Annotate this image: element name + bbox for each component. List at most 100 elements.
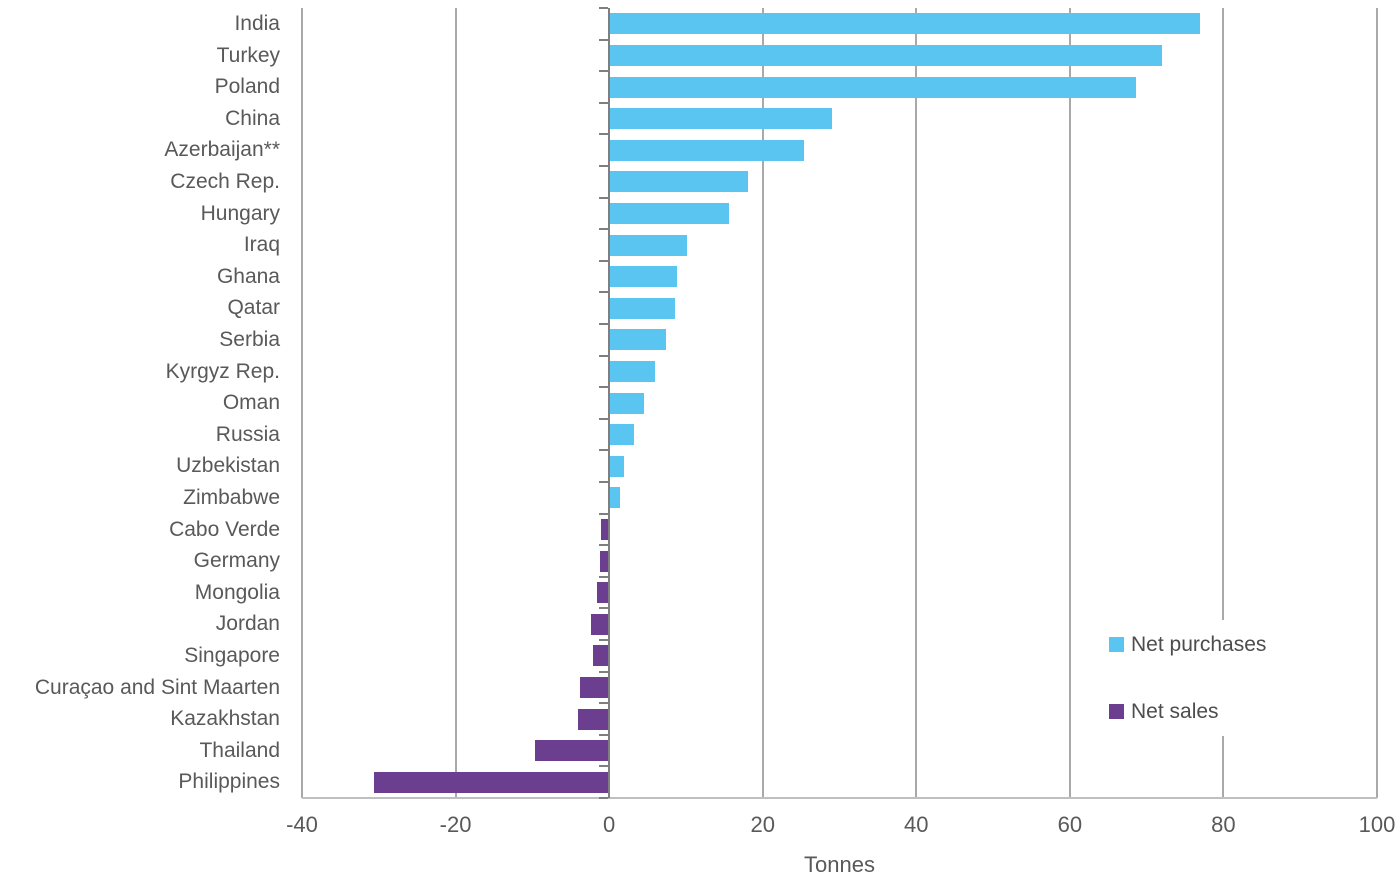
x-tick-label--40: -40 — [286, 812, 318, 837]
x-tick-label-20: 20 — [750, 812, 775, 837]
legend: Net purchases Net sales — [1097, 620, 1283, 736]
net-purchases-swatch-icon — [1109, 637, 1124, 652]
category-label-thailand: Thailand — [199, 738, 280, 762]
category-tick — [599, 70, 609, 73]
category-tick — [599, 481, 609, 483]
bar-kyrgyz-rep — [609, 360, 656, 382]
gridline — [1222, 8, 1225, 798]
legend-item-net-purchases: Net purchases — [1109, 632, 1267, 656]
category-label-poland: Poland — [214, 75, 280, 99]
bar-thailand — [535, 740, 610, 762]
bar-zimbabwe — [609, 487, 620, 509]
x-axis-title: Tonnes — [804, 852, 875, 877]
category-label-kazakhstan: Kazakhstan — [170, 707, 280, 731]
bar-russia — [609, 424, 634, 446]
category-label-turkey: Turkey — [216, 43, 280, 67]
category-tick — [599, 196, 609, 199]
category-label-china: China — [225, 106, 280, 130]
category-label-india: India — [234, 12, 280, 35]
category-tick — [599, 670, 609, 673]
bar-philippines — [374, 771, 610, 793]
bar-singapore — [593, 645, 610, 667]
bar-ghana — [609, 266, 677, 288]
category-tick — [599, 639, 609, 641]
net-sales-swatch-icon — [1109, 704, 1124, 719]
bar-jordan — [590, 613, 610, 635]
category-tick — [599, 544, 609, 547]
category-tick — [599, 259, 609, 262]
category-tick — [599, 354, 609, 357]
bar-turkey — [609, 44, 1162, 66]
category-tick — [599, 512, 609, 515]
category-tick — [599, 101, 609, 104]
category-label-mongolia: Mongolia — [194, 580, 280, 604]
bar-cura-ao-and-sint-maarten — [579, 676, 610, 698]
category-tick — [599, 165, 609, 167]
category-label-hungary: Hungary — [200, 201, 280, 225]
legend-item-net-sales: Net sales — [1109, 699, 1266, 723]
bar-oman — [609, 392, 644, 414]
bar-kazakhstan — [578, 708, 610, 730]
category-tick — [599, 291, 609, 294]
x-tick-label-100: 100 — [1358, 812, 1396, 837]
bar-uzbekistan — [609, 455, 625, 477]
category-label-uzbekistan: Uzbekistan — [176, 454, 280, 478]
gridline — [301, 8, 303, 798]
category-label-singapore: Singapore — [184, 644, 280, 667]
legend-label: Net purchases — [1131, 632, 1267, 656]
category-tick — [599, 765, 609, 768]
category-label-ghana: Ghana — [216, 264, 280, 288]
bar-india — [609, 13, 1201, 35]
x-tick-label--20: -20 — [439, 812, 472, 837]
gridline — [761, 8, 764, 798]
category-tick — [599, 7, 609, 9]
category-tick — [599, 575, 609, 578]
gridline — [454, 8, 457, 798]
bar-czech-rep — [609, 171, 749, 193]
bar-azerbaijan — [609, 139, 805, 161]
category-label-cura-ao-and-sint-maarten: Curaçao and Sint Maarten — [34, 675, 280, 699]
category-label-cabo-verde: Cabo Verde — [169, 517, 280, 541]
legend-label: Net sales — [1131, 699, 1219, 723]
category-tick — [599, 386, 609, 389]
gridline — [1376, 8, 1378, 798]
bar-serbia — [609, 329, 666, 351]
x-tick-label-80: 80 — [1211, 812, 1236, 837]
category-tick — [599, 228, 609, 231]
category-tick — [599, 38, 609, 41]
bar-china — [609, 108, 832, 130]
category-tick — [599, 449, 609, 452]
gridline — [1068, 8, 1071, 798]
x-tick-label-60: 60 — [1057, 812, 1083, 837]
category-label-azerbaijan: Azerbaijan** — [164, 138, 280, 162]
category-tick — [599, 417, 609, 420]
category-label-kyrgyz-rep: Kyrgyz Rep. — [165, 359, 280, 383]
category-label-germany: Germany — [193, 549, 280, 573]
category-tick — [599, 323, 609, 325]
category-tick — [599, 133, 609, 136]
category-label-iraq: Iraq — [243, 233, 280, 257]
x-tick-label-0: 0 — [603, 812, 616, 837]
category-label-qatar: Qatar — [227, 296, 280, 320]
x-axis-baseline — [302, 797, 1377, 799]
category-label-jordan: Jordan — [215, 612, 280, 636]
bar-hungary — [609, 202, 729, 224]
category-label-zimbabwe: Zimbabwe — [183, 486, 280, 509]
bar-mongolia — [596, 582, 610, 604]
category-label-philippines: Philippines — [178, 770, 280, 794]
category-label-serbia: Serbia — [219, 328, 280, 351]
bar-iraq — [609, 234, 688, 256]
bar-qatar — [609, 297, 676, 319]
category-tick — [599, 733, 609, 736]
category-tick — [599, 702, 609, 705]
category-tick — [599, 797, 609, 799]
x-tick-label-40: 40 — [904, 812, 929, 837]
category-label-oman: Oman — [222, 391, 280, 415]
gridline — [915, 8, 918, 798]
category-label-czech-rep: Czech Rep. — [170, 170, 280, 193]
bar-cabo-verde — [601, 518, 610, 540]
category-tick — [599, 607, 609, 610]
bar-germany — [599, 550, 610, 572]
category-label-russia: Russia — [215, 422, 280, 446]
